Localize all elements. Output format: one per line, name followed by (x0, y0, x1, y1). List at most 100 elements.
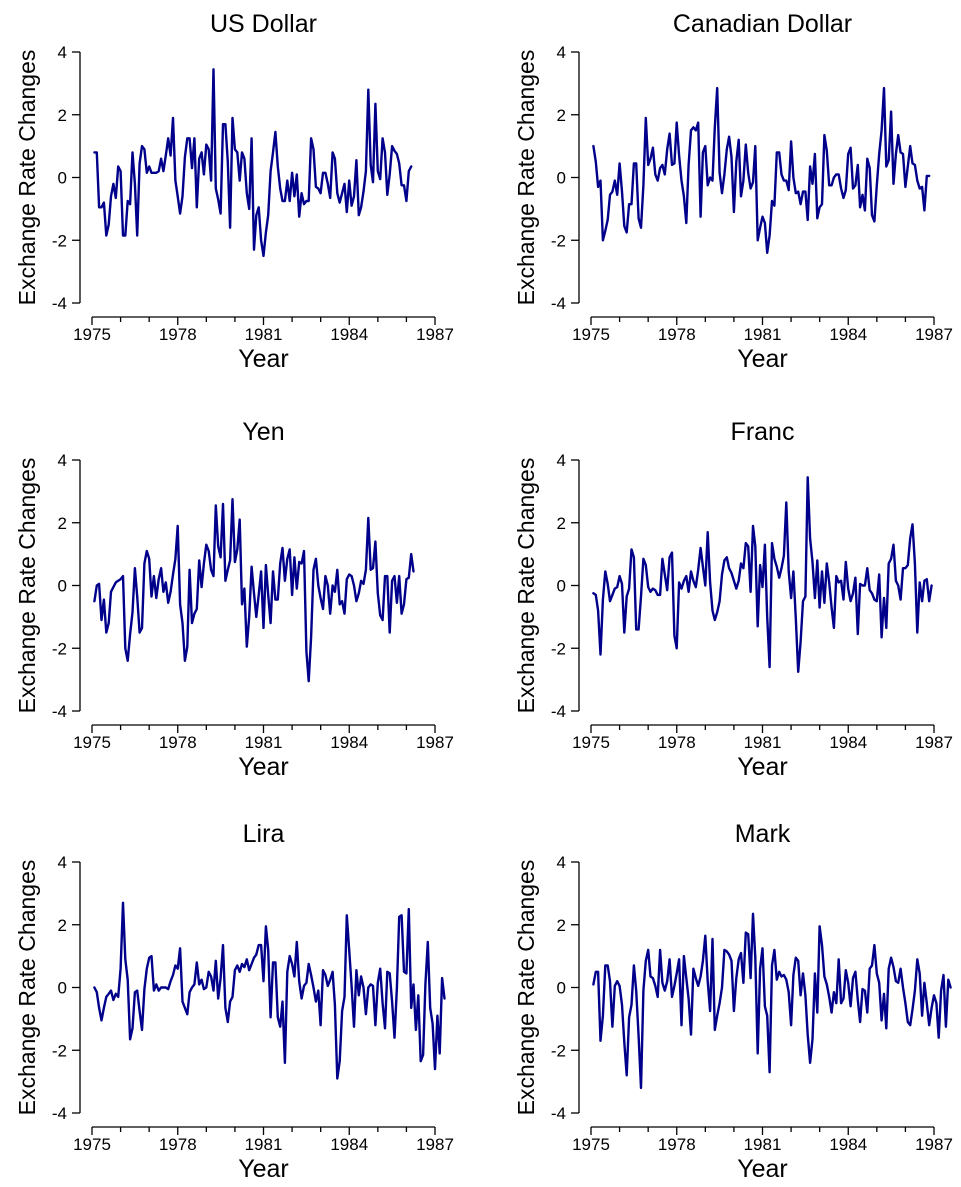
data-point (417, 994, 419, 996)
data-point (842, 197, 845, 199)
data-point (859, 206, 861, 208)
data-point (124, 647, 126, 649)
data-point (160, 567, 162, 569)
data-point (664, 990, 666, 992)
data-point (324, 974, 326, 976)
data-point (327, 985, 329, 987)
data-point (940, 990, 942, 992)
data-point (692, 126, 695, 128)
data-point (835, 1002, 837, 1004)
data-point (902, 986, 904, 989)
data-point (353, 1026, 355, 1028)
data-point (179, 947, 181, 949)
data-point (174, 964, 176, 967)
data-point (122, 575, 124, 577)
data-point (800, 203, 802, 205)
data-point (193, 613, 195, 615)
data-point (595, 594, 597, 596)
data-point (117, 165, 119, 168)
data-point (683, 195, 685, 197)
data-point (248, 208, 250, 210)
data-point (597, 186, 599, 188)
data-point (745, 144, 747, 146)
x-tick-label: 1987 (416, 1135, 454, 1154)
data-point (730, 960, 733, 962)
x-tick-label: 1984 (330, 1135, 368, 1154)
data-point (883, 597, 885, 599)
x-axis-label: Year (737, 345, 788, 373)
data-point (127, 979, 129, 981)
data-point (759, 227, 761, 229)
data-point (809, 165, 811, 168)
data-point (239, 519, 241, 521)
y-axis: -4 -2 0 2 4 (52, 853, 81, 1123)
chart-title: Mark (735, 820, 791, 848)
data-point (327, 584, 329, 587)
data-point (136, 234, 138, 237)
data-point (415, 1029, 417, 1031)
data-point (847, 982, 849, 984)
data-point (678, 581, 680, 584)
data-point (690, 570, 692, 573)
data-point (134, 183, 136, 185)
data-point (890, 558, 892, 560)
data-point (231, 498, 234, 500)
data-point (108, 224, 110, 226)
data-point (657, 996, 659, 998)
data-point (919, 187, 921, 190)
data-point (339, 1060, 341, 1062)
data-point (234, 561, 236, 563)
data-point (274, 131, 276, 133)
x-tick-label: 1975 (572, 733, 610, 752)
data-point (139, 162, 141, 164)
data-point (393, 150, 396, 152)
data-point (308, 680, 310, 682)
data-point (840, 580, 842, 582)
data-point (866, 158, 868, 160)
x-tick-label: 1987 (416, 325, 454, 344)
x-axis-label: Year (737, 753, 788, 781)
data-point (198, 983, 200, 986)
data-point (196, 206, 198, 208)
data-point (429, 1007, 431, 1009)
data-point (888, 159, 890, 161)
data-point (315, 186, 317, 188)
data-point (155, 983, 157, 986)
data-point (857, 164, 859, 166)
data-point (802, 191, 804, 193)
data-point (196, 961, 198, 964)
data-point (914, 164, 916, 166)
data-point (258, 944, 260, 946)
data-point (284, 1062, 286, 1064)
data-point (852, 187, 854, 190)
data-series (93, 498, 415, 683)
data-point (398, 162, 400, 164)
data-point (883, 87, 885, 89)
data-point (434, 1068, 436, 1070)
data-point (790, 140, 792, 142)
data-point (360, 580, 362, 582)
chart-title: US Dollar (210, 10, 317, 38)
data-point (859, 583, 861, 585)
data-point (181, 195, 184, 197)
data-point (208, 148, 210, 150)
data-point (155, 597, 157, 599)
data-point (804, 595, 807, 598)
data-point (759, 564, 761, 566)
data-point (367, 89, 369, 91)
y-tick-label: -4 (551, 702, 566, 721)
data-point (189, 137, 191, 139)
data-point (227, 1021, 229, 1023)
data-point (265, 564, 267, 566)
data-point (386, 194, 388, 196)
data-point (733, 211, 735, 213)
data-point (279, 562, 281, 565)
data-point (358, 994, 360, 996)
data-point (146, 550, 148, 552)
data-point (396, 986, 398, 989)
data-point (861, 194, 864, 196)
x-tick-label: 1975 (73, 733, 111, 752)
data-point (809, 1062, 811, 1064)
y-tick-label: -4 (551, 294, 566, 313)
data-point (181, 1001, 184, 1003)
